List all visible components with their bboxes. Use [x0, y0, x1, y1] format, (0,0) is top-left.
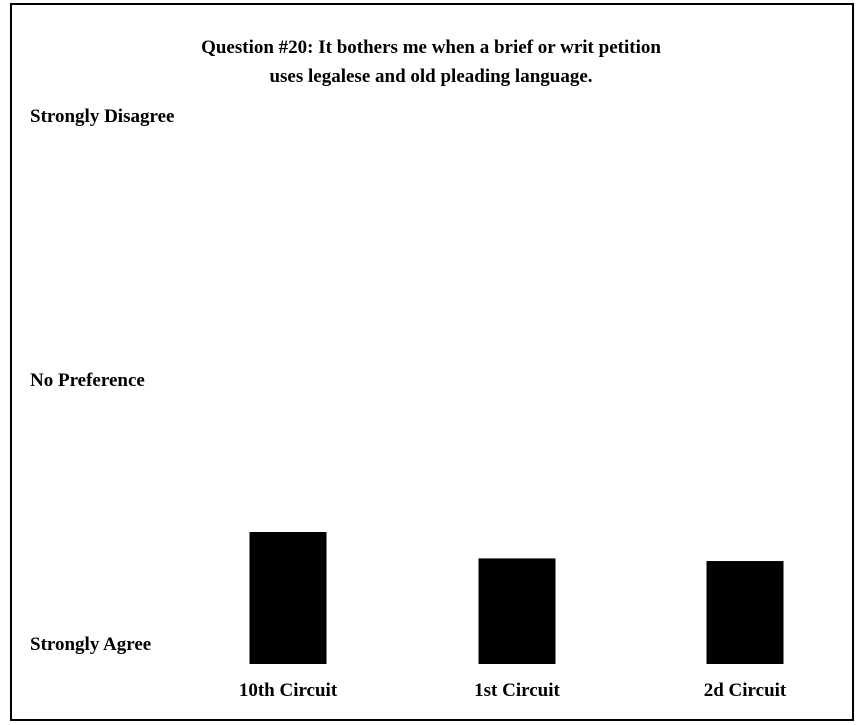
y-tick-label: Strongly Disagree: [30, 106, 174, 127]
y-tick-label: No Preference: [30, 370, 145, 391]
bars-group: [249, 532, 784, 664]
x-tick-label: 1st Circuit: [474, 680, 560, 701]
x-axis-labels: 10th Circuit 1st Circuit 2d Circuit: [239, 680, 787, 701]
chart-title-line-1: Question #20: It bothers me when a brief…: [201, 37, 661, 58]
x-tick-label: 10th Circuit: [239, 680, 338, 701]
bar: [478, 558, 556, 664]
bar: [706, 561, 784, 664]
chart-title-line-2: uses legalese and old pleading language.: [269, 66, 592, 87]
x-tick-label: 2d Circuit: [704, 680, 787, 701]
y-axis-labels: Strongly Disagree No Preference Strongly A…: [30, 106, 174, 655]
bar: [249, 532, 327, 664]
y-tick-label: Strongly Agree: [30, 634, 151, 655]
